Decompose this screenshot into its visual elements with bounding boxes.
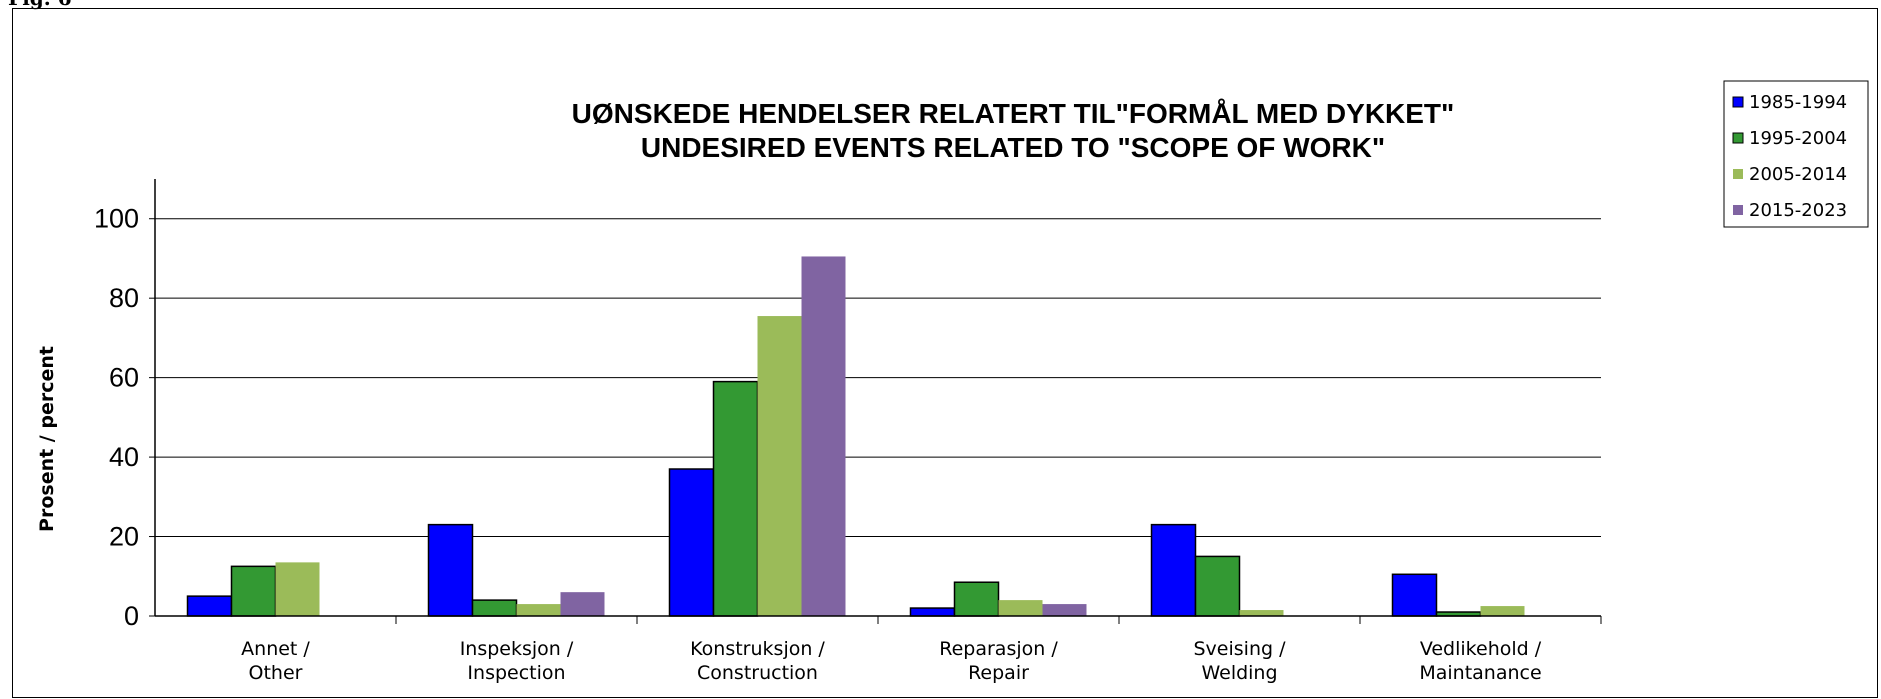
bars — [186, 256, 1525, 617]
chart-frame: UØNSKEDE HENDELSER RELATERT TIL"FORMÅL M… — [12, 8, 1878, 698]
y-tick-label-4: 80 — [109, 283, 139, 313]
bar-1985-1994-cat-2 — [668, 468, 715, 617]
legend-swatch-2 — [1733, 169, 1743, 179]
x-tick-label-1-0: Inspeksjon / — [460, 638, 574, 660]
bar-1995-2004-cat-2 — [712, 380, 759, 617]
bar-2005-2014-cat-2 — [757, 316, 802, 616]
legend-swatch-3 — [1733, 205, 1743, 215]
bar-2005-2014-cat-3 — [998, 600, 1043, 616]
y-tick-label-3: 60 — [109, 363, 139, 393]
bar-1985-1994-cat-3 — [909, 607, 956, 617]
x-tick-label-2-0: Konstruksjon / — [690, 638, 825, 660]
y-tick-label-2: 40 — [109, 442, 139, 472]
legend-label-1: 1995-2004 — [1749, 128, 1847, 149]
x-tick-label-0-0: Annet / — [241, 638, 310, 660]
bar-2015-2023-cat-3 — [1042, 604, 1087, 616]
bar-1985-1994-cat-0 — [186, 595, 233, 617]
bar-1985-1994-cat-1 — [427, 523, 474, 617]
bar-1995-2004-cat-3 — [953, 581, 1000, 617]
x-tick-label-5-1: Maintanance — [1419, 662, 1541, 684]
bar-2015-2023-cat-2 — [801, 256, 846, 616]
legend-swatch-0 — [1732, 96, 1744, 108]
x-tick-label-4-0: Sveising / — [1194, 638, 1287, 660]
x-tick-label-5-0: Vedlikehold / — [1420, 638, 1542, 660]
x-tick-label-0-1: Other — [249, 662, 303, 684]
bar-2005-2014-cat-5 — [1480, 606, 1525, 616]
x-tick-label-3-0: Reparasjon / — [939, 638, 1058, 660]
y-tick-label-1: 20 — [109, 522, 139, 552]
bar-1995-2004-cat-0 — [230, 565, 277, 617]
grid-lines — [155, 218, 1601, 538]
x-tick-label-1-1: Inspection — [467, 662, 565, 684]
legend: 1985-1994 1995-2004 2005-2014 2015-2023 — [1723, 80, 1869, 228]
x-tick-label-2-1: Construction — [697, 662, 818, 684]
legend-box — [1723, 80, 1869, 228]
bar-chart: UØNSKEDE HENDELSER RELATERT TIL"FORMÅL M… — [36, 80, 1869, 684]
chart-title: UØNSKEDE HENDELSER RELATERT TIL"FORMÅL M… — [572, 98, 1455, 129]
figure-label: Fig. 6 — [8, 0, 72, 10]
y-tick-label-5: 100 — [94, 204, 139, 234]
bar-1985-1994-cat-5 — [1391, 573, 1438, 617]
x-tick-label-3-1: Repair — [968, 662, 1029, 684]
bar-1995-2004-cat-1 — [471, 599, 518, 617]
chart-subtitle: UNDESIRED EVENTS RELATED TO "SCOPE OF WO… — [641, 132, 1385, 163]
bar-1995-2004-cat-4 — [1194, 555, 1241, 617]
bar-2005-2014-cat-0 — [275, 562, 320, 616]
legend-label-2: 2005-2014 — [1749, 164, 1847, 185]
legend-label-3: 2015-2023 — [1749, 200, 1847, 221]
y-axis-label: Prosent / percent — [36, 346, 58, 532]
bar-1985-1994-cat-4 — [1150, 523, 1197, 617]
axes: 0 20 40 60 80 100 Annet /Other Inspeksjon /Insp… — [94, 179, 1602, 684]
y-tick-label-0: 0 — [124, 601, 139, 631]
x-tick-label-4-1: Welding — [1201, 662, 1277, 684]
bar-2005-2014-cat-1 — [516, 604, 561, 616]
legend-label-0: 1985-1994 — [1749, 92, 1847, 113]
bar-2015-2023-cat-1 — [560, 592, 605, 616]
legend-swatch-1 — [1732, 132, 1744, 144]
bar-2005-2014-cat-4 — [1239, 610, 1284, 616]
